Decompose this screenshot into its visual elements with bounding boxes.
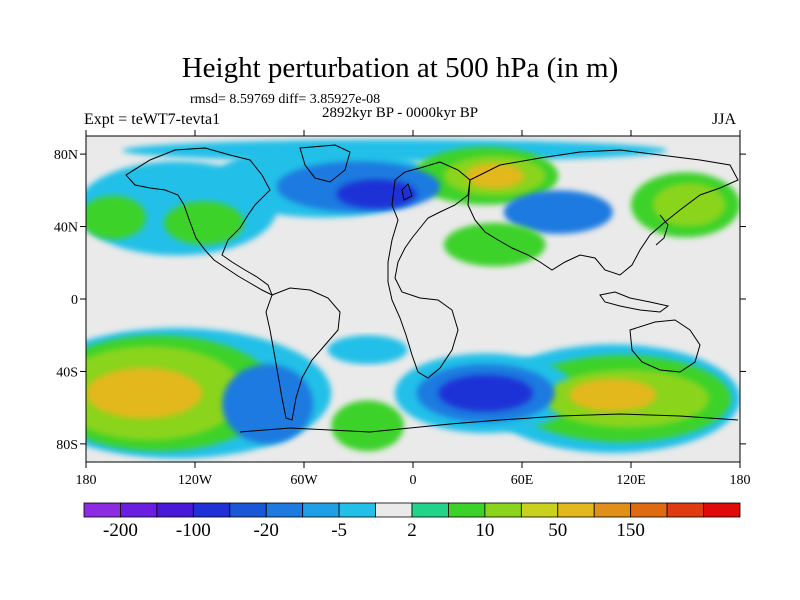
field-region-north-atlantic-low-core	[336, 179, 417, 209]
coastline-greenland	[299, 144, 351, 183]
field-region-south-green-blob	[331, 400, 404, 452]
colorbar-swatch	[666, 502, 704, 518]
latitude-axis: 80N 40N 0 40S 80S	[54, 148, 746, 453]
colorbar-swatch	[192, 502, 231, 518]
colorbar-swatch	[448, 502, 486, 518]
colorbar-label: -200	[103, 520, 138, 541]
lat-tick-label: 80S	[56, 438, 78, 453]
field-region-south-pacific-high	[86, 367, 203, 419]
statistics-line: rmsd= 8.59769 diff= 3.85927e-08	[190, 92, 381, 107]
lon-tick-label: 0	[410, 473, 417, 488]
lon-tick-label: 60W	[290, 473, 318, 488]
coastline-south-america	[265, 287, 341, 421]
field-region-south-atlantic-low-core	[438, 375, 533, 412]
lat-tick-label: 40N	[54, 221, 78, 236]
colorbar-swatch	[120, 502, 158, 518]
contour-field	[86, 139, 740, 459]
lon-tick-label: 60E	[511, 473, 534, 488]
lon-tick-label: 120E	[616, 473, 646, 488]
colorbar-swatch	[338, 502, 376, 518]
coastline-britain	[401, 183, 413, 201]
colorbar-swatch	[520, 502, 559, 518]
season-label: JJA	[712, 111, 737, 128]
colorbar-label: -20	[254, 520, 279, 541]
field-region-south-american-trough	[222, 364, 314, 444]
colorbar-swatch	[265, 502, 304, 518]
colorbar-label: 150	[616, 520, 645, 541]
field-region-europe-high-core	[465, 163, 524, 189]
coastline-asia	[467, 149, 739, 276]
colorbar-label: 10	[475, 520, 494, 541]
lon-tick-label: 180	[76, 473, 97, 488]
lat-tick-label: 40S	[56, 365, 78, 380]
colorbar: -200 -100 -20 -5 2 10 50 150	[83, 502, 741, 541]
field-region-tropical-cyan-band	[327, 335, 408, 365]
field-region-north-america-green	[164, 201, 245, 245]
colorbar-swatch	[593, 502, 632, 518]
colorbar-label: 2	[407, 520, 417, 541]
coastlines	[125, 144, 739, 433]
colorbar-label: -100	[176, 520, 211, 541]
lon-tick-label: 120W	[178, 473, 213, 488]
lat-tick-label: 0	[71, 293, 78, 308]
coastline-australia	[629, 319, 701, 373]
field-region-south-indian-core	[569, 378, 657, 412]
colorbar-swatch	[630, 502, 668, 518]
field-region-east-asia-high	[652, 183, 726, 227]
colorbar-label: 50	[548, 520, 567, 541]
experiment-label: Expt = teWT7-tevta1	[84, 111, 221, 128]
colorbar-swatch	[156, 502, 194, 518]
coastline-antarctica	[239, 413, 739, 433]
lon-tick-label: 180	[730, 473, 751, 488]
colorbar-swatch	[229, 502, 267, 518]
longitude-axis: 180 120W 60W 0 60E 120E 180	[76, 130, 751, 488]
colorbar-swatch	[375, 502, 413, 518]
period-label: 2892kyr BP - 0000kyr BP	[322, 105, 479, 121]
coastline-japan	[655, 214, 669, 246]
map-area	[85, 135, 741, 463]
colorbar-swatch	[703, 502, 741, 518]
field-region-mideast-green	[443, 222, 546, 267]
colorbar-swatch	[557, 502, 595, 518]
plot-title: Height perturbation at 500 hPa (in m)	[181, 52, 619, 84]
field-region-north-pacific-green	[86, 195, 146, 240]
coastline-north-america	[125, 147, 273, 297]
lat-tick-label: 80N	[54, 148, 78, 163]
colorbar-swatch	[411, 502, 449, 518]
field-region-central-asia-low	[503, 190, 613, 234]
field-region-north-cyan-band	[122, 139, 668, 162]
colorbar-swatch	[302, 502, 340, 518]
colorbar-label: -5	[331, 520, 347, 541]
colorbar-swatch	[83, 502, 121, 518]
colorbar-swatch	[484, 502, 522, 518]
coastline-indonesia	[599, 291, 670, 313]
